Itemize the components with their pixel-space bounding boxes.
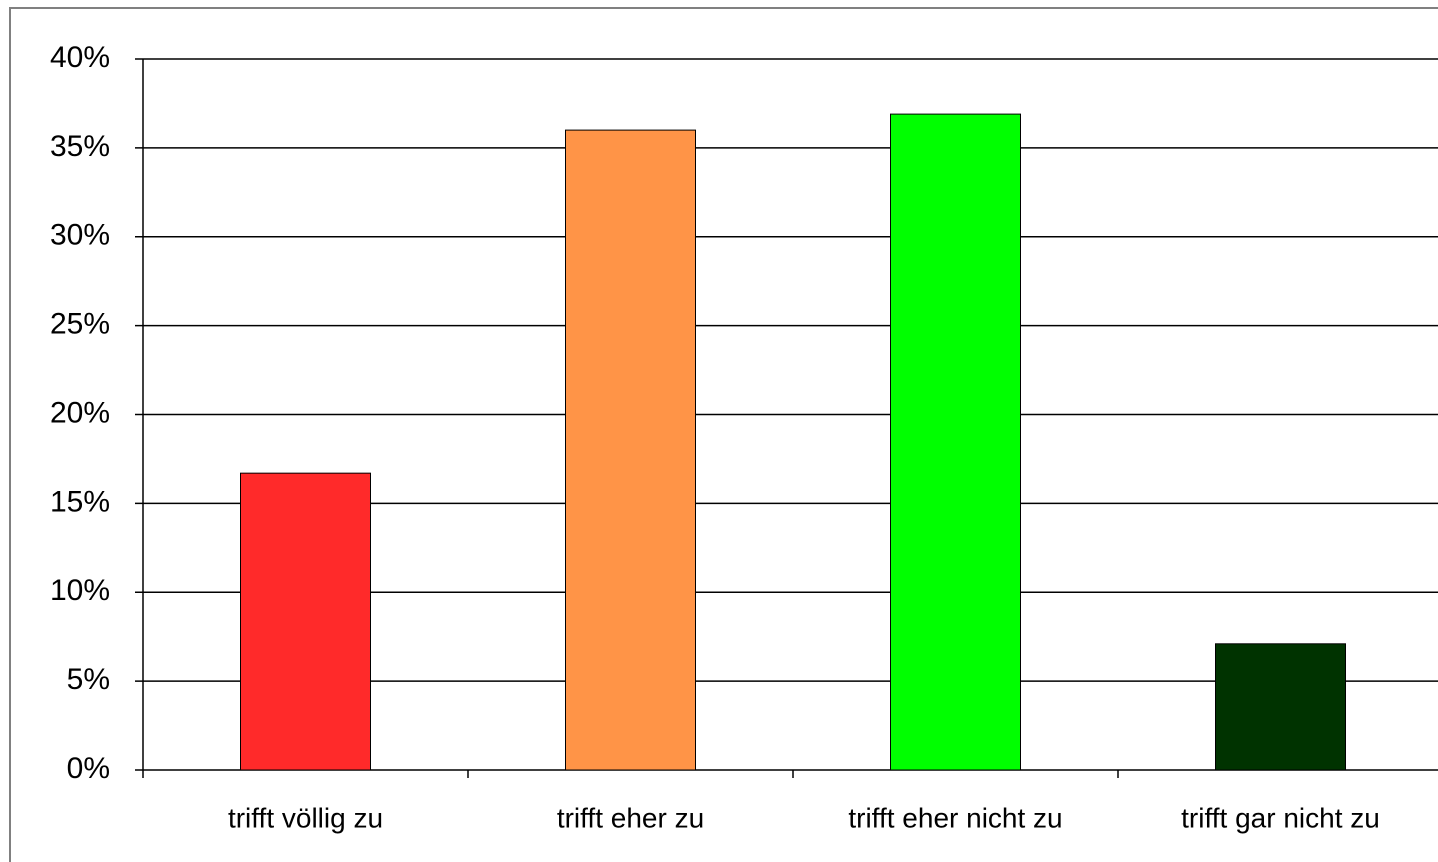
y-tick-label: 35% (50, 130, 110, 163)
y-tick-label: 40% (50, 41, 110, 74)
x-tick-label: trifft gar nicht zu (1181, 802, 1380, 833)
x-tick-label: trifft völlig zu (228, 802, 383, 833)
y-tick-label: 0% (67, 752, 110, 785)
y-tick-label: 20% (50, 396, 110, 429)
bar (1215, 643, 1346, 771)
y-tick-label: 25% (50, 308, 110, 341)
bar (240, 472, 371, 771)
y-tick-label: 30% (50, 219, 110, 252)
y-tick-label: 5% (67, 663, 110, 696)
bar (565, 129, 696, 771)
y-tick-label: 10% (50, 574, 110, 607)
bar (890, 113, 1021, 771)
x-tick-label: trifft eher nicht zu (848, 802, 1062, 833)
y-tick-label: 15% (50, 485, 110, 518)
x-tick-label: trifft eher zu (557, 802, 704, 833)
